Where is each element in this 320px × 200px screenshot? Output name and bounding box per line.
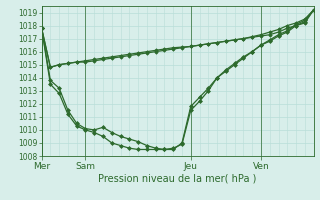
X-axis label: Pression niveau de la mer( hPa ): Pression niveau de la mer( hPa ) — [99, 173, 257, 183]
